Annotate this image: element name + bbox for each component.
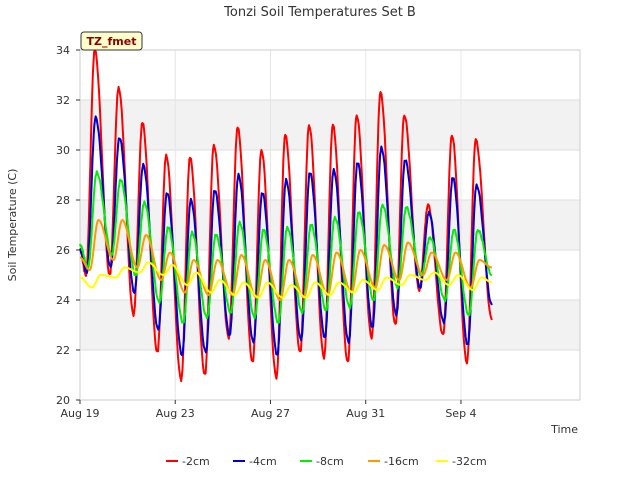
legend-label: -4cm (249, 455, 277, 468)
plot-frame (79, 49, 581, 401)
x-axis-ticks: Aug 19 Aug 23 Aug 27 Aug 31 Sep 4 (61, 400, 477, 420)
y-axis-title: Soil Temperature (C) (6, 169, 19, 282)
y-tick-label: 22 (56, 344, 70, 357)
y-tick-label: 30 (56, 144, 70, 157)
x-axis-title: Time (550, 423, 578, 436)
legend: -2cm -4cm -8cm -16cm -32cm (166, 455, 487, 468)
legend-label: -16cm (384, 455, 419, 468)
y-tick-label: 26 (56, 244, 70, 257)
y-tick-label: 24 (56, 294, 70, 307)
x-tick-label: Aug 31 (346, 407, 385, 420)
background-band (80, 350, 580, 400)
site-badge-label: TZ_fmet (87, 35, 137, 48)
chart-title: Tonzi Soil Temperatures Set B (223, 5, 416, 20)
series-layer (79, 49, 493, 383)
legend-label: -32cm (452, 455, 487, 468)
x-tick-label: Aug 19 (61, 407, 100, 420)
x-tick-label: Sep 4 (445, 407, 476, 420)
site-badge: TZ_fmet (80, 31, 143, 51)
y-tick-label: 28 (56, 194, 70, 207)
series-line-8cm (79, 170, 492, 324)
x-tick-label: Aug 23 (156, 407, 195, 420)
legend-label: -8cm (316, 455, 344, 468)
series-line-32cm (79, 261, 493, 299)
y-tick-label: 34 (56, 44, 70, 57)
site-badge-box (80, 31, 143, 51)
background-band (80, 50, 580, 100)
y-axis-ticks: 20 22 24 26 28 30 32 34 (56, 44, 80, 407)
series-line-16cm (79, 219, 493, 301)
x-tick-label: Aug 27 (251, 407, 290, 420)
y-tick-label: 20 (56, 394, 70, 407)
background-band (80, 300, 580, 350)
legend-label: -2cm (182, 455, 210, 468)
background-band (80, 100, 580, 150)
series-line-4cm (79, 115, 493, 357)
y-tick-label: 32 (56, 94, 70, 107)
